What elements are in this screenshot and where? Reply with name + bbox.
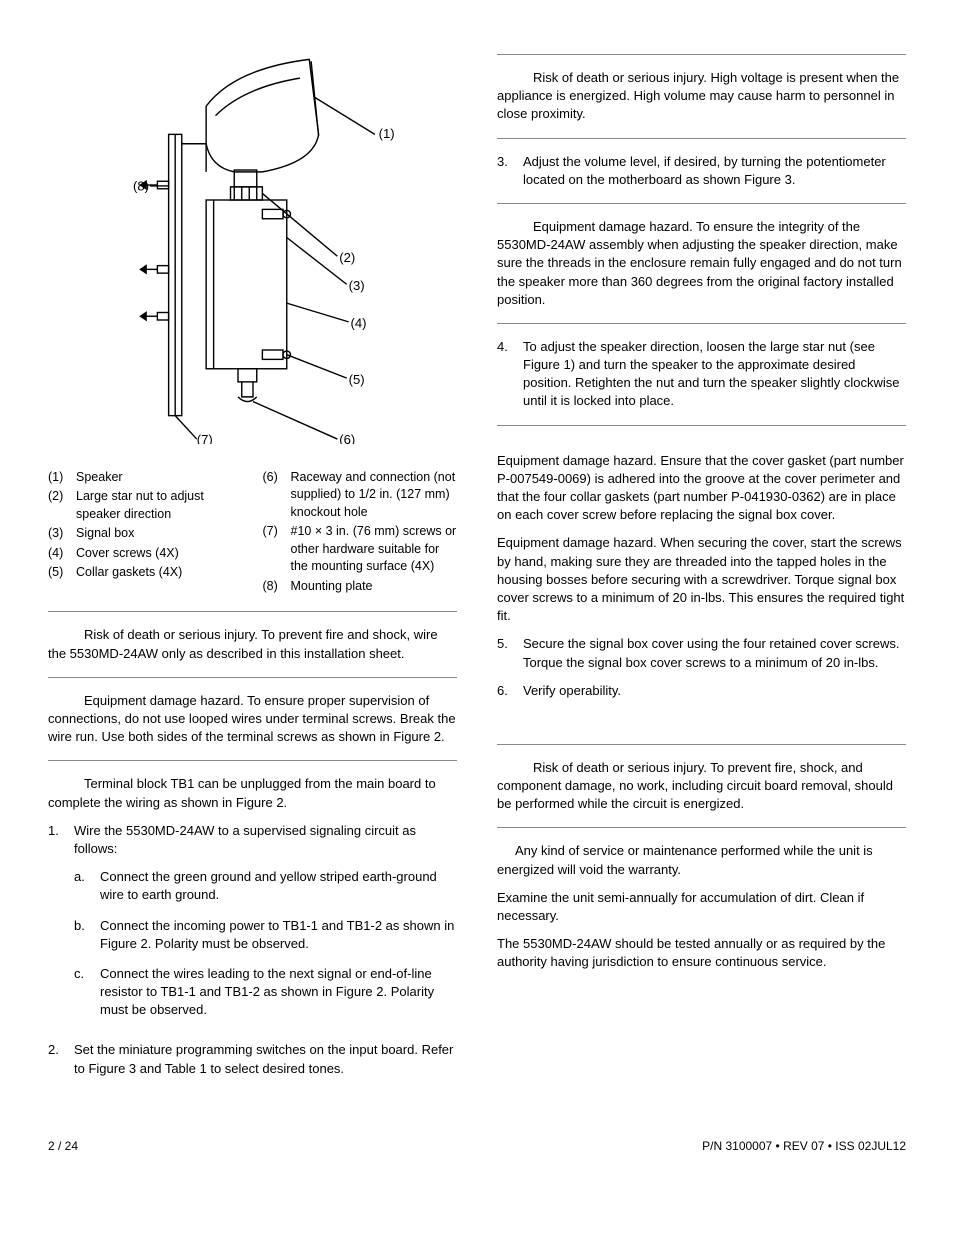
substep-text: Connect the incoming power to TB1-1 and … <box>100 917 457 953</box>
step-marker: 3. <box>497 153 523 189</box>
step-text: Adjust the volume level, if desired, by … <box>523 153 906 189</box>
divider <box>497 54 906 55</box>
maintenance-text: Examine the unit semi-annually for accum… <box>497 889 906 925</box>
left-column: (1) (2) (3) (4) (5) (6) (7) (8) (1)Speak… <box>48 40 457 1088</box>
legend-num: (8) <box>263 578 291 596</box>
step-marker: 4. <box>497 338 523 411</box>
divider <box>497 425 906 426</box>
legend-num: (1) <box>48 469 76 487</box>
step-list: 5.Secure the signal box cover using the … <box>497 635 906 700</box>
legend-text: Signal box <box>76 525 243 543</box>
legend-num: (4) <box>48 545 76 563</box>
step-item: 2. Set the miniature programming switche… <box>48 1041 457 1077</box>
divider <box>48 760 457 761</box>
caution-text: Equipment damage hazard. To ensure the i… <box>497 218 906 309</box>
legend-text: #10 × 3 in. (76 mm) screws or other hard… <box>291 523 458 576</box>
note-text: Terminal block TB1 can be unplugged from… <box>48 775 457 811</box>
callout-1: (1) <box>378 126 394 141</box>
warning-text: Risk of death or serious injury. To prev… <box>48 626 457 662</box>
legend-num: (2) <box>48 488 76 523</box>
page-footer: 2 / 24 P/N 3100007 • REV 07 • ISS 02JUL1… <box>48 1128 906 1155</box>
maintenance-text: Any kind of service or maintenance perfo… <box>497 842 906 878</box>
step-item: 1. Wire the 5530MD-24AW to a supervised … <box>48 822 457 1032</box>
footer-page-number: 2 / 24 <box>48 1138 78 1155</box>
legend-text: Raceway and connection (not supplied) to… <box>291 469 458 522</box>
divider <box>497 323 906 324</box>
step-marker: 1. <box>48 822 74 1032</box>
callout-2: (2) <box>339 250 355 265</box>
legend-text: Cover screws (4X) <box>76 545 243 563</box>
legend-num: (7) <box>263 523 291 576</box>
step-list: 4.To adjust the speaker direction, loose… <box>497 338 906 411</box>
substep-item: b.Connect the incoming power to TB1-1 an… <box>74 917 457 953</box>
divider <box>48 611 457 612</box>
divider <box>497 744 906 745</box>
step-marker: 5. <box>497 635 523 671</box>
caution-text: Equipment damage hazard. To ensure prope… <box>48 692 457 747</box>
divider <box>497 827 906 828</box>
figure-1: (1) (2) (3) (4) (5) (6) (7) (8) <box>48 50 457 449</box>
substep-marker: c. <box>74 965 100 1020</box>
legend-text: Large star nut to adjust speaker directi… <box>76 488 243 523</box>
step-text: Set the miniature programming switches o… <box>74 1041 457 1077</box>
divider <box>497 138 906 139</box>
legend-text: Collar gaskets (4X) <box>76 564 243 582</box>
substep-item: a.Connect the green ground and yellow st… <box>74 868 457 904</box>
callout-6: (6) <box>339 432 355 444</box>
substep-marker: b. <box>74 917 100 953</box>
substep-text: Connect the green ground and yellow stri… <box>100 868 457 904</box>
warning-text: Risk of death or serious injury. High vo… <box>497 69 906 124</box>
callout-7: (7) <box>196 432 212 444</box>
substep-text: Connect the wires leading to the next si… <box>100 965 457 1020</box>
callout-4: (4) <box>350 316 366 331</box>
step-text: To adjust the speaker direction, loosen … <box>523 338 906 411</box>
maintenance-text: The 5530MD-24AW should be tested annuall… <box>497 935 906 971</box>
callout-8: (8) <box>133 179 149 194</box>
step-item: 6.Verify operability. <box>497 682 906 700</box>
equipment-hazard-text: Equipment damage hazard. When securing t… <box>497 534 906 625</box>
callout-3: (3) <box>348 278 364 293</box>
callout-5: (5) <box>348 372 364 387</box>
substep-list: a.Connect the green ground and yellow st… <box>74 868 457 1019</box>
footer-document-id: P/N 3100007 • REV 07 • ISS 02JUL12 <box>702 1138 906 1155</box>
legend-num: (5) <box>48 564 76 582</box>
equipment-hazard-text: Equipment damage hazard. Ensure that the… <box>497 452 906 525</box>
substep-item: c.Connect the wires leading to the next … <box>74 965 457 1020</box>
figure-legend: (1)Speaker (2)Large star nut to adjust s… <box>48 469 457 598</box>
page-columns: (1) (2) (3) (4) (5) (6) (7) (8) (1)Speak… <box>48 40 906 1088</box>
step-item: 5.Secure the signal box cover using the … <box>497 635 906 671</box>
legend-text: Speaker <box>76 469 243 487</box>
legend-text: Mounting plate <box>291 578 458 596</box>
legend-num: (3) <box>48 525 76 543</box>
legend-left: (1)Speaker (2)Large star nut to adjust s… <box>48 469 243 598</box>
step-marker: 2. <box>48 1041 74 1077</box>
divider <box>48 677 457 678</box>
step-list: 3.Adjust the volume level, if desired, b… <box>497 153 906 189</box>
step-list: 1. Wire the 5530MD-24AW to a supervised … <box>48 822 457 1078</box>
legend-num: (6) <box>263 469 291 522</box>
step-item: 3.Adjust the volume level, if desired, b… <box>497 153 906 189</box>
step-text: Secure the signal box cover using the fo… <box>523 635 906 671</box>
legend-right: (6)Raceway and connection (not supplied)… <box>263 469 458 598</box>
speaker-diagram-svg: (1) (2) (3) (4) (5) (6) (7) (8) <box>103 50 403 444</box>
substep-marker: a. <box>74 868 100 904</box>
step-item: 4.To adjust the speaker direction, loose… <box>497 338 906 411</box>
right-column: Risk of death or serious injury. High vo… <box>497 40 906 1088</box>
step-marker: 6. <box>497 682 523 700</box>
warning-text: Risk of death or serious injury. To prev… <box>497 759 906 814</box>
divider <box>497 203 906 204</box>
step-text: Verify operability. <box>523 682 906 700</box>
step-text: Wire the 5530MD-24AW to a supervised sig… <box>74 823 416 856</box>
